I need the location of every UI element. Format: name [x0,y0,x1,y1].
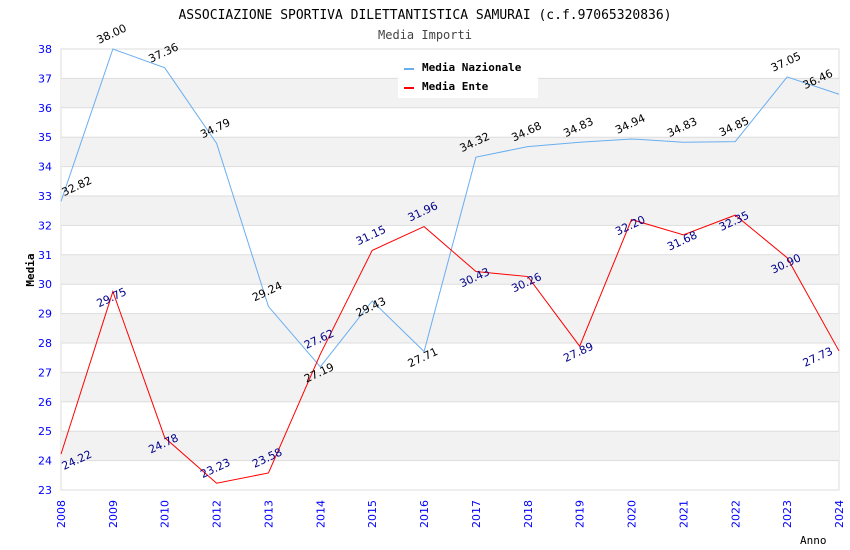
chart-title: ASSOCIAZIONE SPORTIVA DILETTANTISTICA SA… [178,8,671,23]
x-tick-label: 2008 [55,500,68,528]
y-tick-label: 24 [38,455,52,468]
x-tick-label: 2012 [211,500,224,528]
x-tick-label: 2022 [729,500,742,528]
grid-band [61,254,839,285]
y-tick-label: 28 [38,337,52,350]
y-tick-label: 29 [38,308,52,321]
legend: Media Nazionale Media Ente [398,56,538,98]
y-tick-label: 33 [38,190,52,203]
y-tick-label: 25 [38,425,52,438]
x-axis-label: Anno [800,534,827,547]
legend-label-ente: Media Ente [422,80,489,93]
x-tick-label: 2018 [522,500,535,528]
y-tick-label: 32 [38,219,52,232]
grid-band [61,431,839,461]
x-tick-label: 2009 [107,500,120,528]
x-tick-label: 2019 [574,500,587,528]
grid-band [61,372,839,402]
x-tick-label: 2023 [781,500,794,528]
y-axis-label: Media [24,253,37,286]
x-tick-label: 2024 [833,500,846,528]
y-tick-label: 30 [38,278,52,291]
x-tick-label: 2021 [677,500,690,528]
y-tick-label: 27 [38,366,52,379]
y-tick-label: 37 [38,72,52,85]
y-tick-label: 31 [38,249,52,262]
chart-subtitle: Media Importi [378,28,472,42]
x-tick-label: 2017 [470,500,483,528]
grid-band [61,313,839,343]
y-tick-label: 36 [38,102,52,115]
y-tick-label: 38 [38,43,52,56]
data-label: 38.00 [95,22,129,47]
x-tick-label: 2020 [626,500,639,528]
x-tick-label: 2015 [366,500,379,528]
series-line-1 [60,214,840,484]
series-line-0 [60,48,840,368]
grid-band [61,196,839,226]
y-tick-label: 35 [38,131,52,144]
y-tick-label: 23 [38,484,52,497]
legend-label-nazionale: Media Nazionale [422,61,522,74]
y-tick-label: 26 [38,396,52,409]
x-tick-label: 2016 [418,500,431,528]
x-tick-label: 2013 [262,500,275,528]
y-tick-label: 34 [38,161,52,174]
x-tick-label: 2014 [314,500,327,528]
x-tick-label: 2010 [159,500,172,528]
